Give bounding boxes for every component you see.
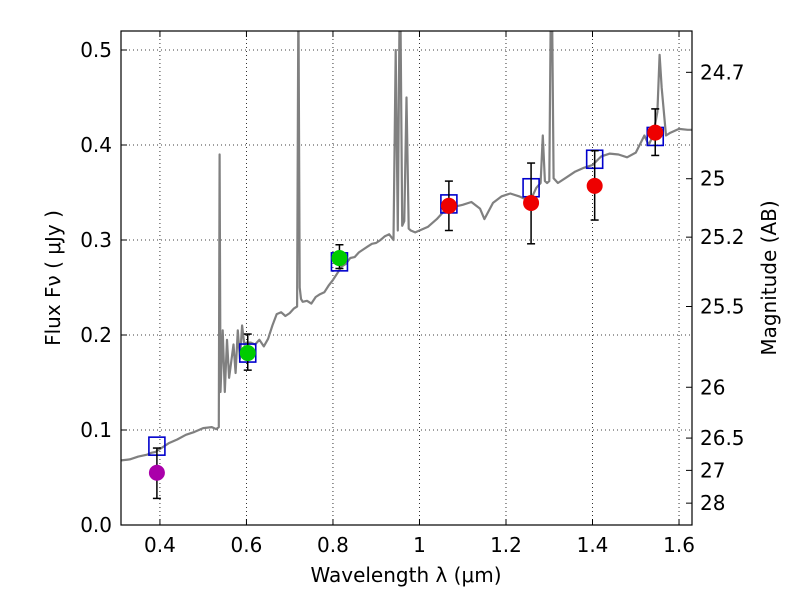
right-tick-label: 25.2 [700,225,745,249]
observed-point [647,124,664,141]
right-tick-label: 25.5 [700,295,745,319]
y-tick-label: 0.3 [80,228,112,252]
observed-point [239,345,256,362]
y-tick-label: 0.4 [80,133,112,157]
right-tick-label: 27 [700,458,725,482]
observed-point [331,250,348,267]
x-tick-label: 1 [413,533,426,557]
x-tick-label: 1.6 [663,533,695,557]
model-spectrum [121,31,692,462]
x-tick-label: 1.4 [577,533,609,557]
plot-frame [120,30,693,526]
right-tick-label: 26.5 [700,426,745,450]
x-tick-label: 1.2 [490,533,522,557]
right-tick-label: 24.7 [700,60,745,84]
x-tick-label: 0.8 [317,533,349,557]
y-tick-label: 0.2 [80,323,112,347]
axis-ticks: 0.4 0.6 0.8 1 1.2 1.4 1.6 0.0 0.1 0.2 0.3 0.4 0.5 24.… [80,31,745,557]
observed-point [440,197,457,214]
right-tick-label: 28 [700,491,725,515]
y-tick-label: 0.5 [80,38,112,62]
observed-point [148,464,165,481]
observed-point [523,194,540,211]
right-axis-label: Magnitude (AB) [757,200,781,355]
right-tick-label: 25 [700,167,725,191]
spectrum-line [121,31,692,462]
y-axis-label: Flux Fν ( μJy ) [41,210,65,346]
x-axis-label: Wavelength λ (μm) [310,563,501,587]
right-tick-label: 26 [700,375,725,399]
x-tick-label: 0.4 [144,533,176,557]
x-tick-label: 0.6 [231,533,263,557]
observed-point [586,177,603,194]
y-tick-label: 0.1 [80,418,112,442]
y-tick-label: 0.0 [80,513,112,537]
observed-photometry [148,124,664,481]
